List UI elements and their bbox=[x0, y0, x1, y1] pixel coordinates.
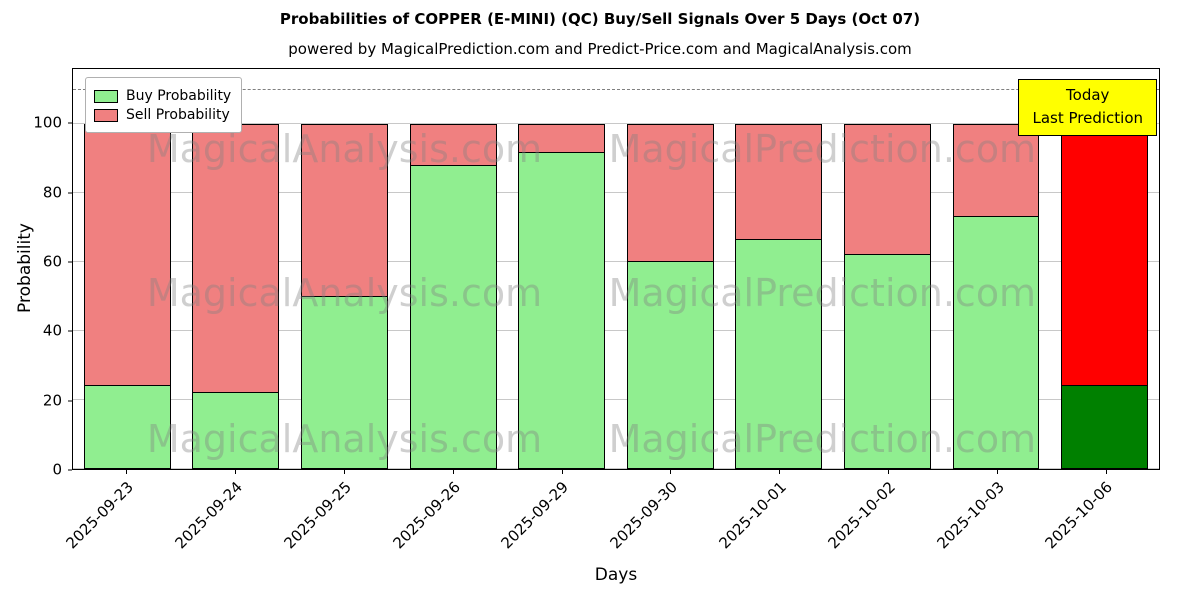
stacked-bar-2025-10-02 bbox=[844, 124, 931, 469]
gridline-y-80 bbox=[73, 192, 1159, 194]
x-tick-label-text: 2025-10-01 bbox=[715, 478, 790, 553]
y-tick-label: 0 bbox=[52, 460, 62, 479]
stacked-bar-2025-10-06 bbox=[1061, 124, 1149, 469]
x-tick-mark bbox=[126, 470, 128, 474]
x-tick-mark bbox=[996, 470, 998, 474]
bar-slot bbox=[399, 69, 508, 469]
stacked-bar-2025-09-30 bbox=[626, 124, 714, 469]
x-tick-label-text: 2025-10-02 bbox=[824, 478, 899, 553]
x-tick-mark bbox=[452, 470, 454, 474]
x-axis-label: Days bbox=[594, 565, 638, 585]
sell-segment bbox=[192, 124, 280, 394]
x-tick-label-text: 2025-09-29 bbox=[497, 478, 573, 553]
buy-segment bbox=[1061, 386, 1149, 469]
stacked-bar-2025-09-24 bbox=[192, 124, 280, 469]
y-tick-mark bbox=[68, 261, 72, 263]
y-tick-label: 20 bbox=[42, 391, 62, 410]
bars-layer bbox=[73, 69, 1159, 469]
sell-segment bbox=[844, 124, 931, 256]
today-annotation-box: Today Last Prediction bbox=[1018, 79, 1157, 136]
gridline-y-0 bbox=[73, 468, 1159, 469]
sell-segment bbox=[626, 124, 714, 263]
bar-slot bbox=[1050, 69, 1159, 469]
x-tick-mark bbox=[344, 470, 345, 474]
bar-slot bbox=[73, 69, 182, 469]
x-tick-label-text: 2025-09-25 bbox=[280, 478, 355, 553]
sell-segment bbox=[952, 124, 1040, 218]
stacked-bar-2025-10-01 bbox=[735, 124, 823, 469]
buy-segment bbox=[735, 239, 823, 469]
buy-segment bbox=[518, 153, 606, 469]
x-tick-mark bbox=[779, 470, 781, 474]
gridline-y-40 bbox=[73, 330, 1159, 332]
sell-segment bbox=[518, 124, 606, 154]
y-tick-mark bbox=[68, 192, 72, 194]
bar-slot bbox=[290, 69, 399, 469]
legend-swatch-1 bbox=[94, 108, 118, 122]
y-tick-mark bbox=[68, 330, 72, 332]
bar-slot bbox=[616, 69, 725, 469]
stacked-bar-2025-09-23 bbox=[83, 124, 171, 469]
legend-item-1: Sell Probability bbox=[94, 107, 231, 123]
y-tick-mark bbox=[68, 122, 72, 124]
annotation-line-1: Today bbox=[1066, 86, 1110, 104]
gridline-y-100 bbox=[73, 123, 1159, 125]
buy-segment bbox=[301, 296, 388, 469]
x-tick-mark bbox=[888, 470, 889, 474]
buy-segment bbox=[844, 255, 931, 469]
buy-segment bbox=[409, 165, 497, 469]
sell-segment bbox=[1061, 124, 1149, 387]
chart-subtitle: powered by MagicalPrediction.com and Pre… bbox=[288, 40, 912, 58]
x-tick-mark bbox=[235, 470, 237, 474]
stacked-bar-2025-09-26 bbox=[409, 124, 497, 469]
bar-slot bbox=[942, 69, 1051, 469]
bar-slot bbox=[833, 69, 942, 469]
y-tick-label: 40 bbox=[42, 321, 62, 340]
sell-segment bbox=[301, 124, 388, 297]
sell-segment bbox=[735, 124, 823, 240]
buy-segment bbox=[83, 386, 171, 469]
x-tick-label-text: 2025-10-06 bbox=[1041, 478, 1117, 553]
threshold-dashed-line bbox=[73, 88, 1159, 90]
y-tick-label: 100 bbox=[33, 113, 62, 132]
gridline-y-20 bbox=[73, 399, 1159, 401]
chart-title: Probabilities of COPPER (E-MINI) (QC) Bu… bbox=[279, 10, 921, 28]
legend: Buy Probability Sell Probability bbox=[85, 77, 243, 133]
stacked-bar-2025-10-03 bbox=[952, 124, 1040, 469]
x-tick-label-text: 2025-09-24 bbox=[171, 478, 246, 553]
legend-swatch-0 bbox=[94, 89, 118, 103]
y-tick-mark bbox=[68, 469, 72, 471]
x-tick-label-text: 2025-10-03 bbox=[933, 478, 1008, 553]
x-axis-ticks: 2025-09-23 2025-09-24 2025-09-25 2025-09-26… bbox=[63, 470, 1160, 565]
x-tick-mark bbox=[1105, 470, 1107, 474]
x-tick-mark bbox=[670, 470, 672, 474]
x-tick-label-text: 2025-09-30 bbox=[606, 478, 682, 553]
y-tick-mark bbox=[68, 400, 72, 402]
x-tick-label-text: 2025-09-26 bbox=[389, 478, 464, 553]
legend-label: Buy Probability bbox=[126, 88, 232, 104]
y-tick-label: 80 bbox=[42, 183, 62, 202]
legend-label: Sell Probability bbox=[126, 107, 230, 123]
x-tick-label-text: 2025-09-23 bbox=[62, 478, 138, 553]
sell-segment bbox=[83, 124, 171, 387]
legend-item-0: Buy Probability bbox=[94, 88, 231, 104]
buy-segment bbox=[626, 262, 714, 469]
y-axis-ticks: 0 20 40 60 80 100 bbox=[0, 68, 72, 477]
y-tick-label: 60 bbox=[42, 252, 62, 271]
bar-slot bbox=[507, 69, 616, 469]
buy-segment bbox=[192, 393, 280, 469]
gridline-y-60 bbox=[73, 261, 1159, 263]
sell-segment bbox=[409, 124, 497, 166]
stacked-bar-2025-09-25 bbox=[301, 124, 388, 469]
plot-area: MagicalAnalysis.com MagicalPrediction.com… bbox=[72, 68, 1160, 470]
x-tick-mark bbox=[561, 470, 563, 474]
stacked-bar-2025-09-29 bbox=[518, 124, 606, 469]
buy-segment bbox=[952, 217, 1040, 469]
bar-slot bbox=[725, 69, 834, 469]
annotation-line-2: Last Prediction bbox=[1032, 109, 1143, 128]
